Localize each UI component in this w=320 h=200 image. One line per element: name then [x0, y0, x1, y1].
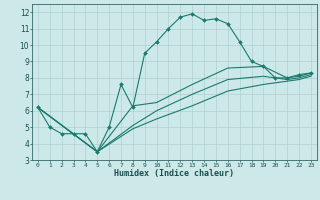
X-axis label: Humidex (Indice chaleur): Humidex (Indice chaleur): [115, 169, 234, 178]
